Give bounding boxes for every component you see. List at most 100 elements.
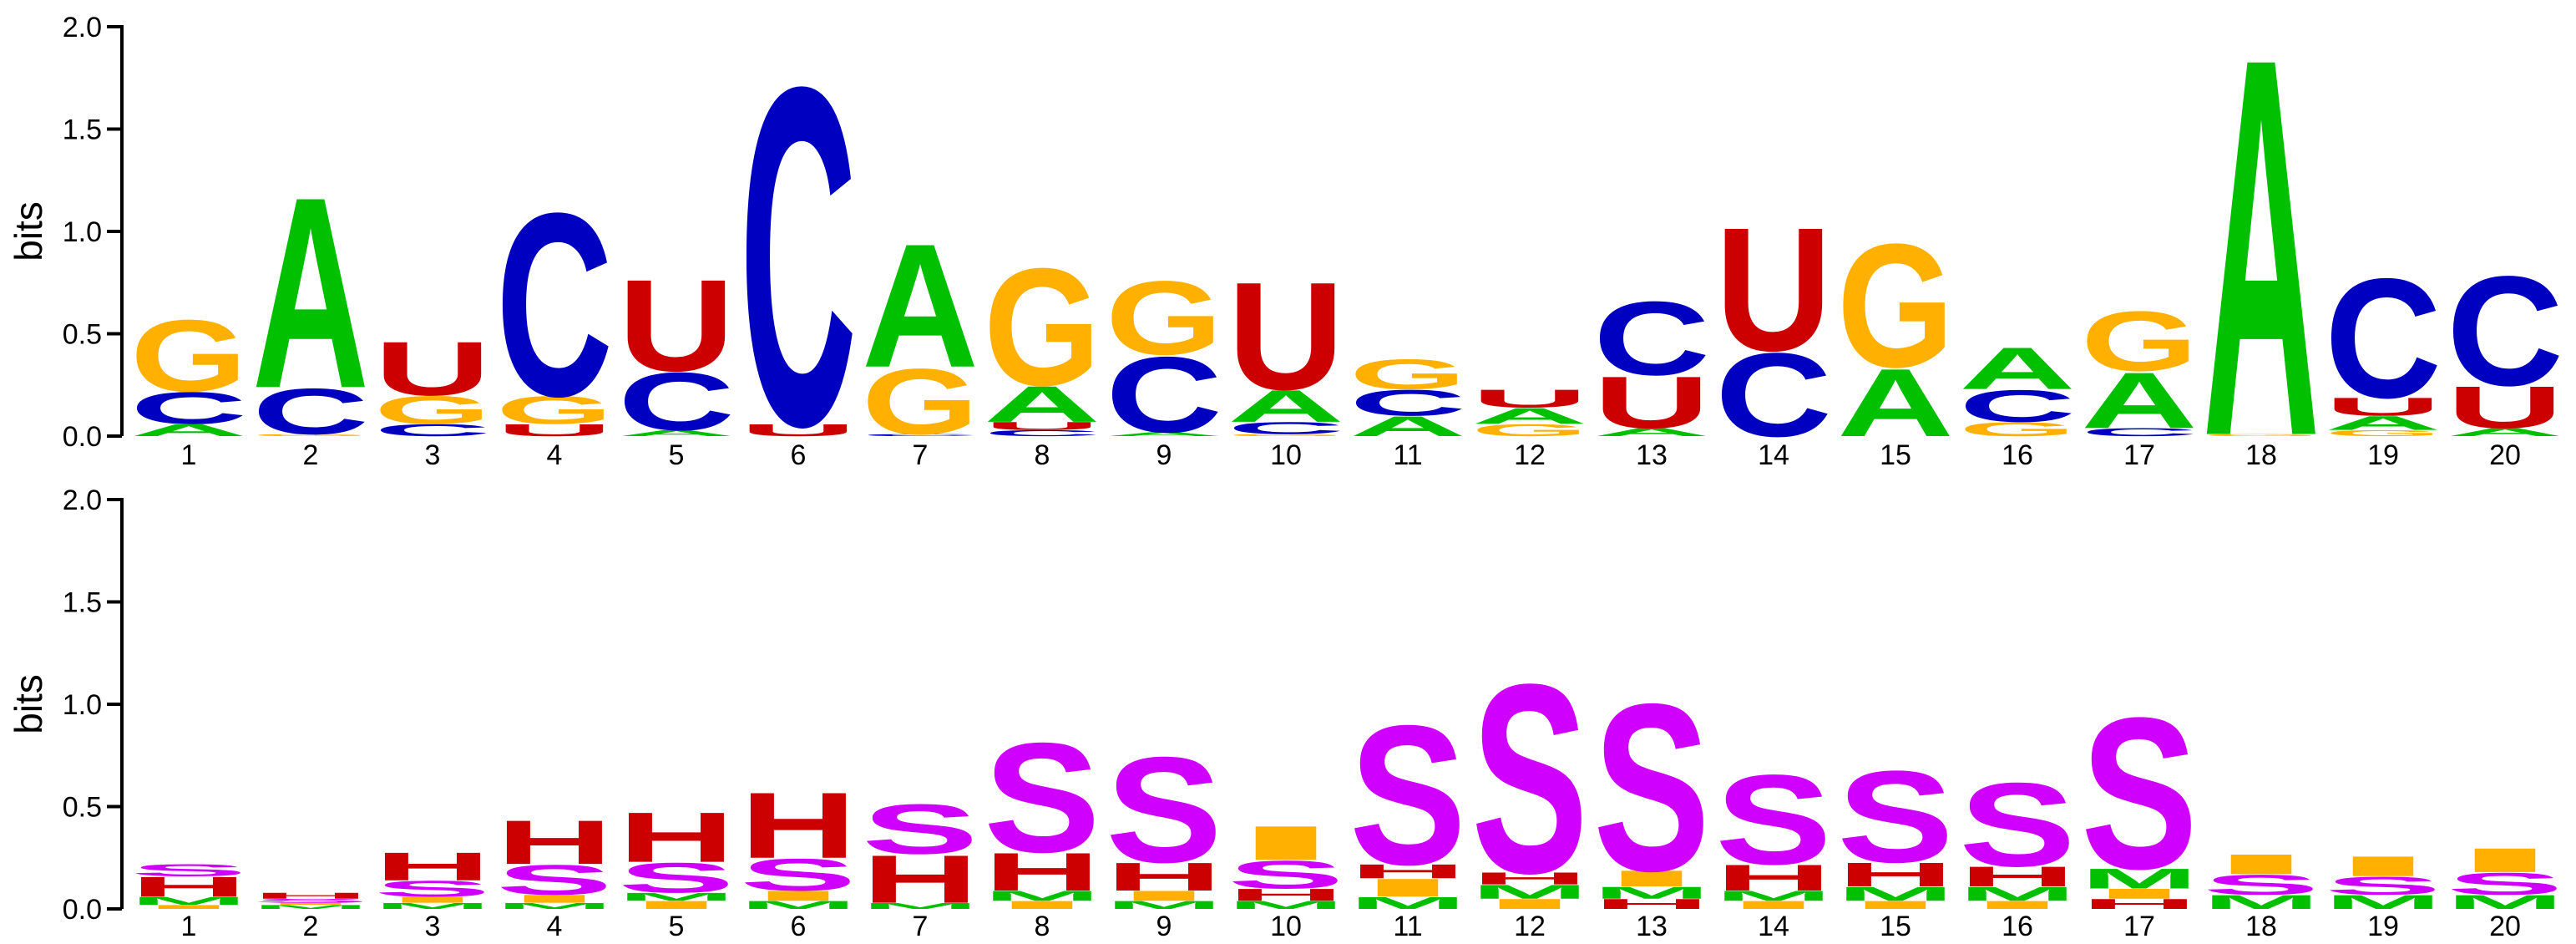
- stack-position-4: UGC: [496, 159, 613, 451]
- letter-h: H: [496, 808, 613, 878]
- letter-h: H: [374, 845, 491, 889]
- stack-position-12: GAU: [1471, 384, 1588, 439]
- stack-position-14: CU: [1715, 191, 1832, 463]
- letter-s: S: [1471, 627, 1588, 930]
- x-tick-label: 15: [1880, 439, 1911, 471]
- y-tick-label: 1.5: [63, 587, 102, 619]
- letter-a: A: [130, 421, 247, 440]
- letter-a: A: [1471, 403, 1588, 429]
- x-tick-label: 3: [425, 439, 441, 471]
- letter-i: I: [1471, 896, 1588, 912]
- x-tick-label: 8: [1035, 911, 1050, 942]
- stack-position-18: MSI: [2203, 849, 2320, 914]
- letter-h: H: [740, 773, 857, 877]
- stack-position-19: MSI: [2325, 850, 2442, 913]
- letter-g: G: [1837, 207, 1954, 404]
- letter-s: S: [252, 898, 369, 905]
- stack-position-2: GCA: [252, 140, 369, 449]
- letter-s: S: [1715, 749, 1832, 891]
- stack-position-3: CGU: [374, 327, 491, 440]
- x-tick-label: 1: [181, 439, 197, 471]
- x-tick-label: 14: [1758, 439, 1789, 471]
- letter-c: C: [740, 0, 857, 527]
- letter-h: H: [130, 871, 247, 903]
- x-tick-label: 3: [425, 911, 441, 942]
- letter-m: M: [1106, 899, 1222, 911]
- x-tick-label: 15: [1880, 911, 1911, 942]
- letter-g: G: [1471, 421, 1588, 440]
- x-tick-label: 4: [547, 911, 563, 942]
- letter-m: M: [1227, 899, 1344, 911]
- x-tick-label: 18: [2245, 439, 2277, 471]
- y-tick-label: 1.0: [63, 216, 102, 248]
- letter-a: A: [984, 376, 1101, 433]
- letter-h: H: [618, 797, 735, 876]
- x-tick-label: 16: [2002, 439, 2033, 471]
- stack-position-17: CAG: [2081, 294, 2198, 445]
- letter-u: U: [1471, 384, 1588, 413]
- letter-s: S: [740, 850, 857, 901]
- x-tick-label: 13: [1636, 911, 1668, 942]
- letter-a: A: [862, 207, 979, 403]
- letter-i: I: [1593, 865, 1710, 891]
- letter-h: H: [1593, 896, 1710, 912]
- letter-s: S: [1593, 655, 1710, 921]
- letter-u: U: [496, 421, 613, 440]
- x-tick-label: 10: [1270, 911, 1302, 942]
- letter-m: M: [1471, 881, 1588, 903]
- stack-position-7: CGA: [862, 207, 979, 454]
- letter-g: G: [2325, 429, 2442, 438]
- letter-i: I: [618, 899, 735, 911]
- x-tick-label: 10: [1270, 439, 1302, 471]
- letter-s: S: [862, 789, 979, 869]
- x-tick-label: 20: [2489, 911, 2521, 942]
- letter-m: M: [740, 899, 857, 911]
- letter-m: M: [1837, 883, 1954, 906]
- y-tick-label: 2.0: [63, 485, 102, 516]
- letter-u: U: [1227, 251, 1344, 422]
- letter-g: G: [2081, 294, 2198, 389]
- letter-u: U: [2447, 374, 2563, 441]
- letter-c: C: [1593, 279, 1710, 397]
- letter-i: I: [1837, 899, 1954, 911]
- x-tick-label: 18: [2245, 911, 2277, 942]
- letter-m: M: [252, 904, 369, 911]
- y-tick-label: 0.5: [63, 319, 102, 351]
- x-tick-label: 6: [791, 439, 807, 471]
- x-tick-label: 2: [303, 911, 319, 942]
- letter-i: I: [2325, 850, 2442, 882]
- letter-s: S: [1837, 744, 1954, 890]
- letter-a: A: [2447, 426, 2563, 439]
- letter-s: S: [2081, 672, 2198, 914]
- x-tick-label: 16: [2002, 911, 2033, 942]
- x-tick-label: 12: [1514, 911, 1546, 942]
- stack-position-20: MSI: [2447, 841, 2563, 913]
- letter-c: C: [1227, 419, 1344, 438]
- letter-a: A: [252, 140, 369, 445]
- letter-i: I: [1959, 899, 2076, 911]
- letter-h: H: [1715, 857, 1832, 898]
- letter-s: S: [374, 876, 491, 901]
- x-tick-label: 19: [2367, 439, 2399, 471]
- letter-h: H: [252, 891, 369, 901]
- x-tick-label: 7: [913, 911, 929, 942]
- letter-g: G: [862, 349, 979, 454]
- stack-position-15: AG: [1837, 207, 1954, 456]
- letter-a: A: [1837, 348, 1954, 457]
- stack-position-9: ACG: [1106, 259, 1222, 455]
- letter-m: M: [2325, 891, 2442, 914]
- letter-h: H: [1227, 886, 1344, 905]
- letter-a: A: [1106, 431, 1222, 438]
- letter-a: A: [1593, 426, 1710, 439]
- letter-m: M: [862, 901, 979, 911]
- letter-u: U: [374, 327, 491, 412]
- letter-s: S: [984, 711, 1101, 886]
- x-tick-label: 5: [669, 911, 685, 942]
